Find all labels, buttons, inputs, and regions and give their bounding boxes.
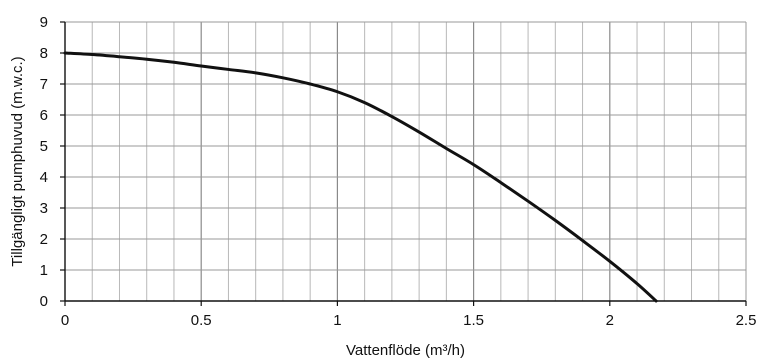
y-tick-label: 5 [40, 138, 48, 155]
x-tick-label: 2 [606, 312, 614, 329]
x-tick-label: 2.5 [736, 312, 757, 329]
y-tick-label: 7 [40, 76, 48, 93]
y-tick-label: 9 [40, 14, 48, 31]
y-tick-label: 2 [40, 231, 48, 248]
pump-curve-line [63, 51, 658, 303]
x-tick-label: 0.5 [191, 312, 212, 329]
series-layer [63, 51, 658, 303]
x-tick-label: 1.5 [463, 312, 484, 329]
y-tick-label: 6 [40, 107, 48, 124]
axes [60, 21, 747, 306]
y-tick-label: 8 [40, 45, 48, 62]
x-tick-label: 0 [61, 312, 69, 329]
y-tick-labels: 0 1 2 3 4 5 6 7 8 9 [40, 14, 48, 310]
x-tick-label: 1 [333, 312, 341, 329]
y-tick-label: 3 [40, 200, 48, 217]
minor-gridlines [91, 22, 720, 301]
y-tick-label: 0 [40, 293, 48, 310]
y-tick-label: 1 [40, 262, 48, 279]
y-axis-title: Tillgängligt pumphuvud (m.w.c.) [9, 56, 26, 266]
major-gridlines [65, 22, 746, 301]
x-axis-title: Vattenflöde (m³/h) [346, 342, 465, 359]
y-tick-label: 4 [40, 169, 48, 186]
x-tick-labels: 0 0.5 1 1.5 2 2.5 [61, 312, 757, 329]
